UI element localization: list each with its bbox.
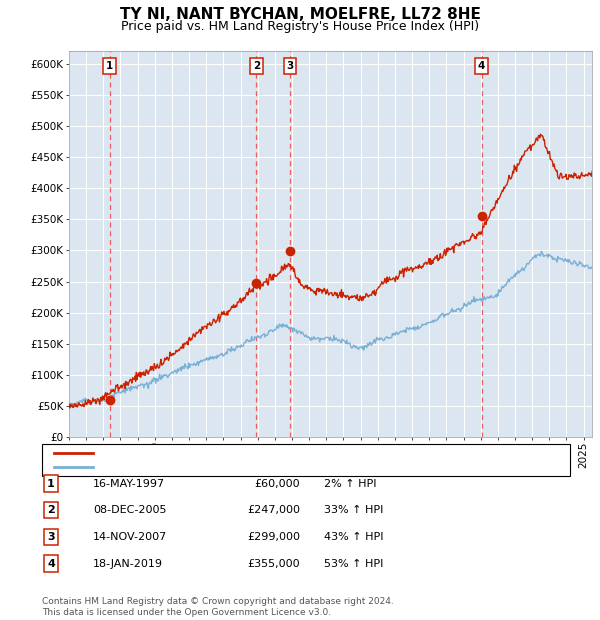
Text: 4: 4 <box>47 559 55 569</box>
Text: 2: 2 <box>47 505 55 515</box>
Text: 08-DEC-2005: 08-DEC-2005 <box>93 505 167 515</box>
Text: 43% ↑ HPI: 43% ↑ HPI <box>324 532 383 542</box>
Text: 33% ↑ HPI: 33% ↑ HPI <box>324 505 383 515</box>
Text: £247,000: £247,000 <box>247 505 300 515</box>
Text: 16-MAY-1997: 16-MAY-1997 <box>93 479 165 489</box>
Text: TY NI, NANT BYCHAN, MOELFRE, LL72 8HE (detached house): TY NI, NANT BYCHAN, MOELFRE, LL72 8HE (d… <box>99 448 436 458</box>
Text: Price paid vs. HM Land Registry's House Price Index (HPI): Price paid vs. HM Land Registry's House … <box>121 20 479 33</box>
Text: TY NI, NANT BYCHAN, MOELFRE, LL72 8HE: TY NI, NANT BYCHAN, MOELFRE, LL72 8HE <box>119 7 481 22</box>
Text: 14-NOV-2007: 14-NOV-2007 <box>93 532 167 542</box>
Text: 18-JAN-2019: 18-JAN-2019 <box>93 559 163 569</box>
Text: 3: 3 <box>286 61 293 71</box>
Text: 4: 4 <box>478 61 485 71</box>
Text: 53% ↑ HPI: 53% ↑ HPI <box>324 559 383 569</box>
Text: Contains HM Land Registry data © Crown copyright and database right 2024.
This d: Contains HM Land Registry data © Crown c… <box>42 598 394 617</box>
Text: £355,000: £355,000 <box>247 559 300 569</box>
Text: £60,000: £60,000 <box>254 479 300 489</box>
Text: HPI: Average price, detached house, Isle of Anglesey: HPI: Average price, detached house, Isle… <box>99 463 393 472</box>
Text: 3: 3 <box>47 532 55 542</box>
Text: 1: 1 <box>106 61 113 71</box>
Text: 2% ↑ HPI: 2% ↑ HPI <box>324 479 377 489</box>
Text: 1: 1 <box>47 479 55 489</box>
Text: £299,000: £299,000 <box>247 532 300 542</box>
Text: 2: 2 <box>253 61 260 71</box>
